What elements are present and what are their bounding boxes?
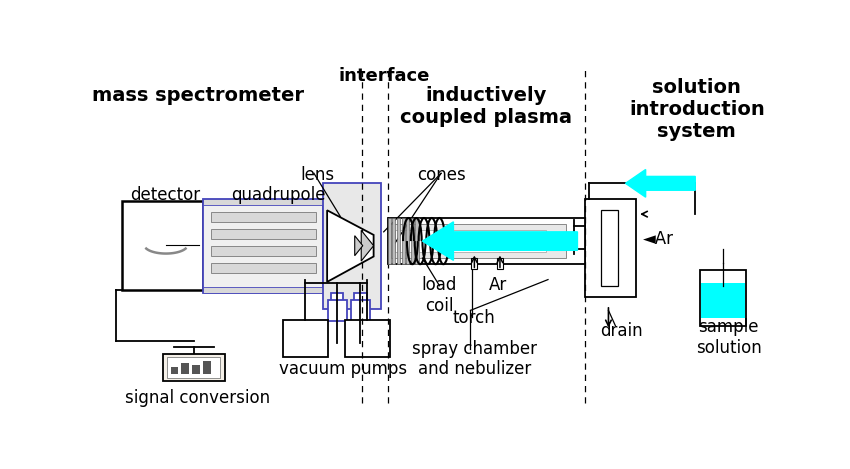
- Bar: [181, 363, 190, 373]
- Bar: [203, 361, 211, 373]
- Text: load
coil: load coil: [422, 276, 457, 315]
- Bar: [211, 263, 315, 272]
- Bar: [323, 183, 382, 309]
- Polygon shape: [361, 230, 374, 261]
- Bar: [585, 199, 636, 297]
- Bar: [392, 224, 566, 258]
- Bar: [700, 270, 746, 326]
- Bar: [401, 218, 405, 264]
- Bar: [203, 199, 323, 205]
- FancyArrow shape: [626, 169, 695, 197]
- Text: interface: interface: [338, 67, 429, 85]
- Bar: [163, 354, 224, 381]
- Bar: [388, 218, 585, 264]
- Text: mass spectrometer: mass spectrometer: [92, 85, 303, 105]
- Bar: [354, 294, 366, 307]
- Bar: [171, 367, 178, 373]
- Text: sample
solution: sample solution: [695, 318, 762, 357]
- Text: inductively
coupled plasma: inductively coupled plasma: [400, 85, 572, 127]
- Bar: [331, 294, 343, 307]
- Text: detector: detector: [130, 186, 201, 204]
- Text: Ar: Ar: [489, 276, 507, 294]
- Bar: [397, 218, 400, 264]
- Bar: [211, 212, 315, 222]
- Text: signal conversion: signal conversion: [125, 389, 270, 407]
- Bar: [351, 300, 370, 321]
- Text: lens: lens: [300, 166, 334, 184]
- Bar: [167, 356, 220, 378]
- Bar: [192, 365, 200, 373]
- Bar: [122, 201, 203, 289]
- Bar: [203, 199, 323, 294]
- Bar: [395, 230, 547, 252]
- Bar: [411, 218, 414, 264]
- Text: drain: drain: [600, 322, 643, 340]
- Bar: [406, 218, 409, 264]
- Text: quadrupole: quadrupole: [231, 186, 326, 204]
- Polygon shape: [327, 210, 374, 282]
- Bar: [601, 210, 618, 286]
- Text: torch: torch: [453, 309, 496, 327]
- Bar: [471, 258, 478, 269]
- Text: ◄Ar: ◄Ar: [643, 229, 674, 248]
- Bar: [211, 246, 315, 256]
- Bar: [392, 218, 395, 264]
- Bar: [497, 258, 503, 269]
- Text: cones: cones: [416, 166, 466, 184]
- Bar: [345, 319, 390, 356]
- Bar: [283, 319, 328, 356]
- Text: spray chamber
and nebulizer: spray chamber and nebulizer: [412, 340, 537, 378]
- Bar: [388, 218, 391, 264]
- Bar: [416, 218, 418, 264]
- Bar: [203, 287, 323, 294]
- Bar: [328, 300, 347, 321]
- Bar: [211, 229, 315, 239]
- FancyArrow shape: [422, 222, 577, 260]
- Text: solution
introduction
system: solution introduction system: [629, 78, 765, 141]
- Bar: [701, 283, 745, 318]
- Polygon shape: [354, 236, 363, 256]
- Text: vacuum pumps: vacuum pumps: [280, 361, 407, 378]
